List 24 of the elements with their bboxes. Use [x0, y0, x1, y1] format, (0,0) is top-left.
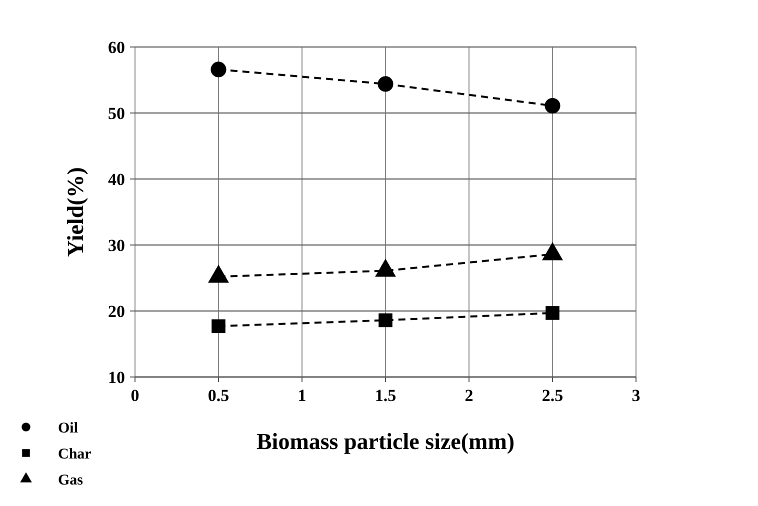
y-tick-label: 60	[108, 38, 125, 57]
x-axis-title: Biomass particle size(mm)	[256, 429, 515, 454]
point	[378, 313, 392, 328]
x-tick-label: 2.5	[542, 386, 564, 405]
y-tick-label: 10	[108, 368, 125, 387]
legend-label: Char	[58, 446, 92, 462]
x-tick-label: 3	[632, 386, 640, 405]
y-tick-label: 20	[108, 302, 125, 321]
legend-label: Gas	[58, 472, 84, 488]
y-tick-label: 50	[108, 104, 125, 123]
y-axis-title: Yield(%)	[63, 167, 88, 257]
point	[544, 98, 560, 114]
y-tick-label: 30	[108, 236, 125, 255]
x-tick-label: 2	[464, 386, 474, 405]
point	[378, 76, 394, 92]
x-tick-label: 1	[298, 386, 306, 405]
point	[210, 62, 226, 78]
y-tick-label: 40	[108, 170, 125, 189]
x-tick-label: 1.5	[374, 386, 396, 405]
point	[212, 319, 226, 334]
point	[546, 306, 560, 320]
x-tick-label: 0.5	[208, 386, 230, 405]
legend-label: Oil	[58, 420, 78, 436]
x-tick-label: 0	[130, 386, 140, 405]
